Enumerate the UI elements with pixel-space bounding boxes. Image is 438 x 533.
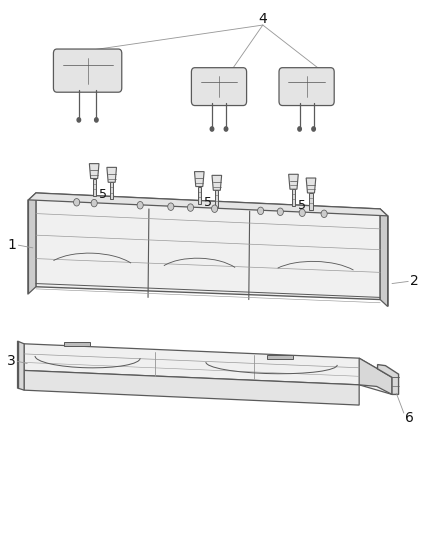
Circle shape [212, 205, 218, 213]
Circle shape [258, 207, 264, 215]
Circle shape [298, 127, 301, 131]
FancyBboxPatch shape [53, 49, 122, 92]
Polygon shape [18, 341, 24, 390]
Text: 5: 5 [204, 196, 212, 209]
Circle shape [187, 204, 194, 211]
Polygon shape [198, 187, 201, 204]
FancyBboxPatch shape [191, 68, 247, 106]
Circle shape [210, 127, 214, 131]
Text: 6: 6 [405, 411, 414, 425]
Polygon shape [309, 193, 312, 210]
Polygon shape [110, 182, 113, 199]
Polygon shape [89, 164, 99, 179]
Circle shape [91, 199, 97, 207]
Polygon shape [292, 189, 295, 206]
Polygon shape [267, 355, 293, 359]
Polygon shape [378, 365, 399, 394]
Circle shape [277, 208, 283, 215]
Circle shape [168, 203, 174, 211]
Polygon shape [24, 370, 359, 405]
Polygon shape [36, 193, 380, 300]
Text: 5: 5 [298, 199, 306, 212]
Text: 5: 5 [99, 188, 107, 201]
Polygon shape [28, 193, 388, 216]
Text: 4: 4 [258, 12, 267, 26]
Polygon shape [306, 178, 316, 193]
Text: 1: 1 [8, 238, 17, 252]
Polygon shape [107, 167, 117, 182]
Circle shape [137, 201, 143, 209]
Polygon shape [194, 172, 204, 187]
Polygon shape [289, 174, 298, 189]
Polygon shape [64, 342, 90, 346]
Circle shape [321, 210, 327, 217]
Circle shape [74, 199, 80, 206]
Polygon shape [380, 209, 388, 306]
Polygon shape [28, 193, 36, 294]
Polygon shape [93, 179, 95, 196]
Text: 3: 3 [7, 354, 15, 368]
FancyBboxPatch shape [279, 68, 334, 106]
Circle shape [224, 127, 228, 131]
Circle shape [299, 209, 305, 216]
Circle shape [95, 118, 98, 122]
Circle shape [77, 118, 81, 122]
Polygon shape [24, 344, 392, 394]
Text: 2: 2 [410, 274, 418, 288]
Circle shape [312, 127, 315, 131]
Polygon shape [359, 358, 392, 394]
Polygon shape [215, 190, 218, 207]
Polygon shape [212, 175, 222, 190]
